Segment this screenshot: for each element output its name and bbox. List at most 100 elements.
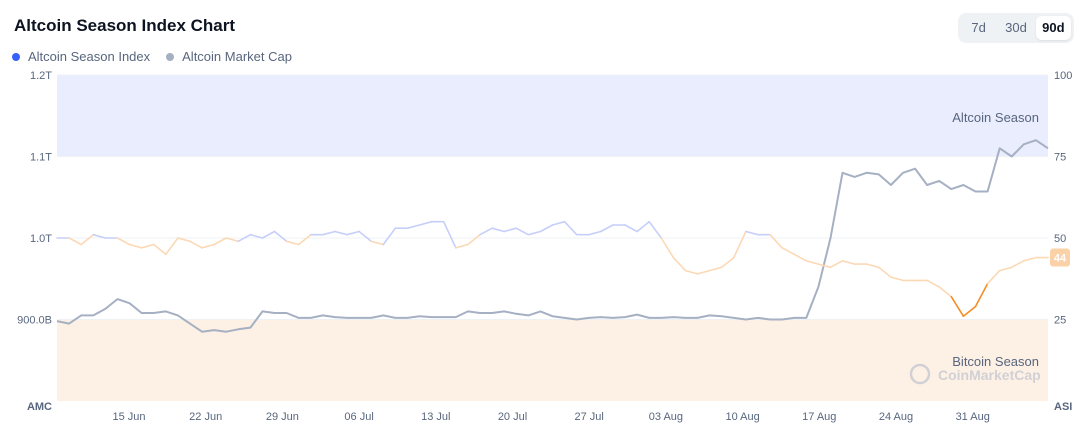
x-axis-tick: 10 Aug [725,411,759,423]
series-segment [152,243,167,256]
series-segment [648,220,663,239]
series-segment [660,237,675,259]
watermark: CoinMarketCap [909,363,1041,385]
series-segment [877,266,892,278]
series-segment [527,230,542,236]
series-segment [273,230,288,243]
series-segment [829,259,844,269]
series-segment [974,282,989,308]
series-line-altcoin-market-cap [56,139,1049,333]
x-axis-tick: 24 Aug [879,411,913,423]
series-segment [503,227,518,233]
series-segment [539,224,554,233]
current-value-label: 44 [1054,253,1067,265]
series-segment [938,286,953,298]
left-axis-title: AMC [27,401,52,413]
series-segment [817,263,832,269]
series-segment [950,295,965,318]
series-segment [467,233,481,246]
current-value-badge [1050,248,1070,267]
series-segment [334,230,348,236]
legend-label-asi: Altcoin Season Index [28,49,151,64]
series-segment [890,276,904,282]
series-segment [116,237,131,246]
series-segment [599,224,614,233]
page-title: Altcoin Season Index Chart [14,16,236,35]
x-axis-tick: 13 Jul [421,411,450,423]
right-axis-tick: 100 [1054,70,1072,82]
bitcoin-season-label: Bitcoin Season [952,354,1039,369]
series-segment [732,230,747,259]
series-segment [745,230,759,236]
legend-item-amc[interactable]: Altcoin Market Cap [166,49,292,64]
series-segment [986,269,1001,285]
right-axis-tick: 75 [1054,152,1066,164]
right-axis-tick: 50 [1054,233,1066,245]
series-segment [587,230,602,236]
legend-label-amc: Altcoin Market Cap [182,49,292,64]
series-line-altcoin-season-index [56,220,1049,318]
series-segment [92,233,107,239]
range-30d-button[interactable]: 30d [1005,20,1027,35]
series-segment [491,227,506,233]
range-toggle: 7d 30d 90d [958,13,1074,43]
chart-legend: Altcoin Season Index Altcoin Market Cap [12,49,292,64]
series-segment [442,220,457,249]
altcoin-season-zone [57,75,1048,157]
series-segment [684,269,699,275]
series-segment [140,243,155,249]
series-segment [189,240,203,249]
series-segment [213,237,227,246]
x-axis-tick: 20 Jul [498,411,527,423]
right-axis-title: ASI [1054,401,1072,413]
range-90d-button[interactable]: 90d [1035,16,1071,40]
series-segment [962,305,977,318]
x-axis-tick: 29 Jun [266,411,299,423]
series-segment [406,224,421,229]
series-segment [720,256,735,269]
series-segment [68,237,82,246]
series-segment [201,243,215,249]
x-axis-tick: 17 Aug [802,411,836,423]
series-segment [370,240,385,246]
series-segment [418,220,433,226]
series-segment [998,266,1013,272]
right-axis-tick: 25 [1054,315,1066,327]
series-segment [636,220,651,233]
x-axis-tick: 31 Aug [956,411,990,423]
x-axis-tick: 15 Jun [112,411,145,423]
series-segment [624,224,638,233]
series-segment [297,233,312,246]
left-axis-tick: 1.0T [30,233,52,245]
watermark-text: CoinMarketCap [938,367,1041,383]
series-segment [563,220,578,236]
altcoin-season-label: Altcoin Season [952,110,1039,125]
legend-dot-asi-icon [12,52,20,61]
legend-dot-amc-icon [166,52,175,61]
series-segment [515,227,530,236]
range-7d-button[interactable]: 7d [971,20,986,35]
series-segment [793,253,808,262]
series-segment [479,227,493,236]
legend-item-asi[interactable]: Altcoin Season Index [12,49,150,64]
series-segment [80,233,95,246]
series-segment [177,237,191,243]
series-segment [781,247,796,256]
series-segment [926,279,941,288]
series-segment [1022,256,1037,262]
series-segment [165,237,179,256]
series-segment [322,230,336,236]
x-axis-tick: 22 Jun [189,411,222,423]
series-segment [358,230,373,243]
x-axis-tick: 06 Jul [344,411,373,423]
series-segment [551,220,566,226]
coinmarketcap-logo-icon [909,363,931,385]
series-segment [249,233,264,239]
series-segment [382,227,397,246]
left-axis-tick: 1.1T [30,152,52,164]
series-segment [454,243,469,249]
series-segment [805,259,820,265]
series-segment [865,263,880,269]
series-segment [225,237,240,243]
